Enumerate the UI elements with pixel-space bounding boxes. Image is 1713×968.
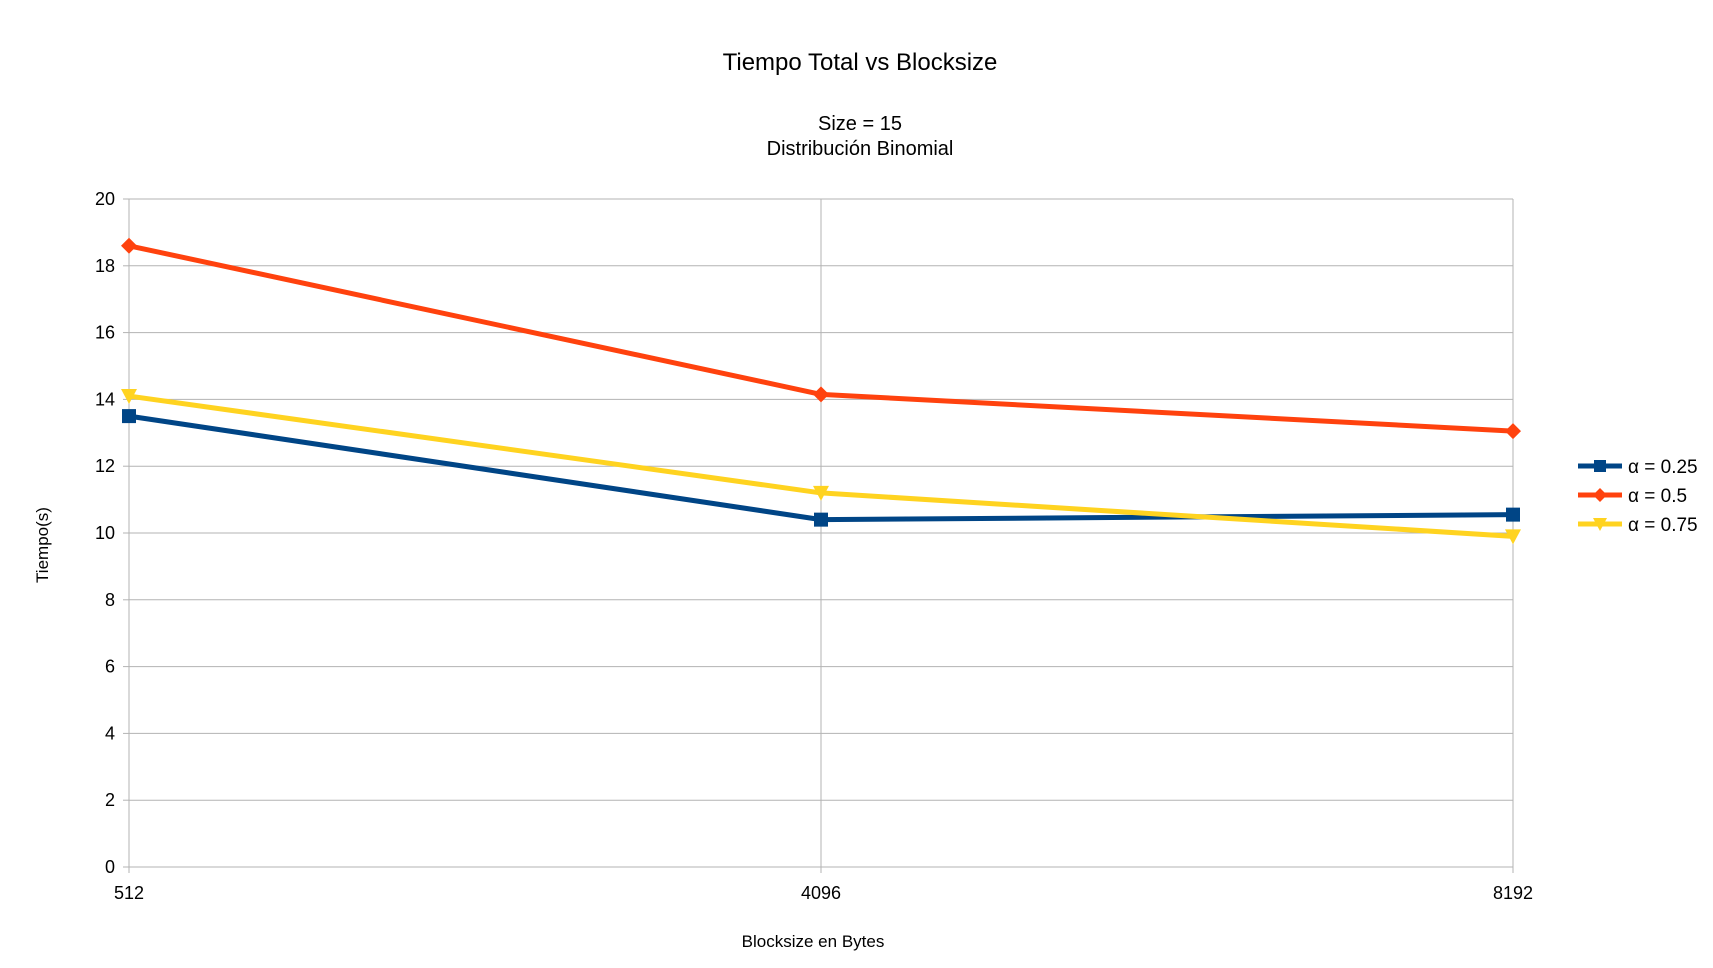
x-tick-label: 512 [114, 883, 144, 903]
y-tick-label: 14 [95, 389, 115, 409]
y-tick-label: 4 [105, 723, 115, 743]
series-1-marker [1506, 507, 1520, 522]
y-axis-title: Tiempo(s) [33, 507, 52, 583]
y-tick-label: 16 [95, 323, 115, 343]
series-markers [121, 237, 1521, 545]
series-3-marker [1505, 529, 1521, 545]
legend: α = 0.25 α = 0.5 α = 0.75 [1578, 457, 1698, 536]
legend-swatch-marker [1594, 460, 1606, 472]
series-1-marker [122, 409, 136, 424]
axes: 0 2 4 6 8 10 12 14 16 18 20 512 4096 8192 [95, 189, 1533, 903]
y-tick-label: 18 [95, 256, 115, 276]
series-3-marker [813, 485, 829, 501]
chart-subtitle-line-1: Size = 15 [818, 113, 902, 135]
series-3-marker [121, 389, 137, 405]
chart-subtitle-line-2: Distribución Binomial [767, 138, 954, 160]
y-tick-label: 2 [105, 790, 115, 810]
chart-title: Tiempo Total vs Blocksize [723, 49, 998, 76]
legend-label: α = 0.75 [1628, 515, 1698, 536]
series-2-marker [121, 237, 137, 254]
legend-label: α = 0.5 [1628, 486, 1687, 507]
x-tick-label: 8192 [1493, 883, 1533, 903]
x-tick-label: 4096 [801, 883, 841, 903]
legend-swatch-marker [1593, 518, 1607, 531]
legend-swatch-marker [1593, 488, 1607, 502]
x-axis-title: Blocksize en Bytes [742, 932, 885, 951]
series-1-marker [814, 512, 828, 527]
y-tick-label: 10 [95, 523, 115, 543]
y-tick-label: 20 [95, 189, 115, 209]
series-2-marker [1505, 423, 1521, 440]
y-tick-label: 0 [105, 857, 115, 877]
gridlines [128, 198, 1514, 873]
y-tick-label: 6 [105, 657, 115, 677]
legend-label: α = 0.25 [1628, 457, 1698, 478]
y-tick-label: 12 [95, 456, 115, 476]
series-2-marker [813, 386, 829, 403]
y-tick-label: 8 [105, 590, 115, 610]
